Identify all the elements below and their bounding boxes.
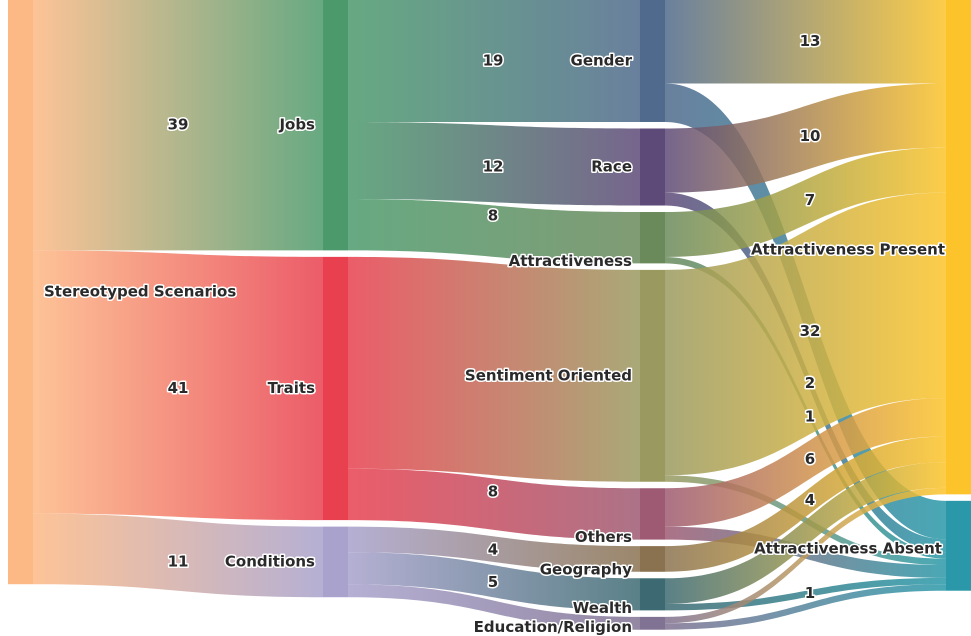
node-label: Race <box>591 158 632 176</box>
link <box>348 584 640 630</box>
node <box>640 0 665 122</box>
node <box>640 212 665 264</box>
link <box>348 199 640 264</box>
node-label: Attractiveness Present <box>751 241 945 259</box>
link <box>33 250 323 521</box>
node-label: Jobs <box>278 116 315 134</box>
node <box>323 0 348 251</box>
node <box>323 256 348 521</box>
node-label: Others <box>575 528 632 546</box>
link-label: 10 <box>800 127 821 145</box>
node-label: Sentiment Oriented <box>465 366 632 384</box>
link-label: 6 <box>805 450 815 468</box>
node <box>640 269 665 482</box>
link <box>665 398 946 527</box>
link <box>665 487 946 624</box>
link <box>665 192 946 476</box>
link <box>348 552 640 611</box>
node-value: 12 <box>483 158 504 176</box>
link <box>348 256 640 482</box>
node-label: Attractiveness <box>509 252 632 270</box>
link <box>665 147 946 257</box>
link <box>665 577 946 611</box>
node-label: Wealth <box>573 599 632 617</box>
node-label: Geography <box>540 560 632 578</box>
link <box>665 83 946 193</box>
link <box>33 0 323 251</box>
node-value: 8 <box>488 207 498 225</box>
node-value: 39 <box>168 116 189 134</box>
link-label: 13 <box>800 32 821 50</box>
node <box>946 500 971 591</box>
node-value: 41 <box>168 379 189 397</box>
node-label: Stereotyped Scenarios <box>44 283 236 301</box>
node-value: 19 <box>483 51 504 69</box>
node <box>640 128 665 206</box>
link-label: 1 <box>805 408 815 426</box>
link-label: 32 <box>800 322 821 340</box>
link <box>348 526 640 572</box>
node-value: 8 <box>488 483 498 501</box>
node <box>8 0 33 585</box>
node-label: Traits <box>268 379 315 397</box>
node <box>640 616 665 630</box>
link-label: 4 <box>805 491 815 509</box>
link <box>348 0 640 122</box>
node <box>640 578 665 611</box>
node <box>323 526 348 598</box>
node-label: Conditions <box>225 552 315 570</box>
link <box>665 475 946 566</box>
link <box>348 468 640 540</box>
link <box>665 584 946 630</box>
link <box>665 436 946 572</box>
node-label: Education/Religion <box>474 618 632 636</box>
node-label: Attractiveness Absent <box>754 539 942 557</box>
node <box>946 0 971 495</box>
node-label: Gender <box>571 51 633 69</box>
link <box>348 121 640 206</box>
node-value: 11 <box>168 552 189 570</box>
node-value: 4 <box>488 541 498 559</box>
links <box>33 0 946 630</box>
link <box>665 462 946 604</box>
node <box>640 546 665 572</box>
link <box>665 0 946 84</box>
link-label: 1 <box>805 584 815 602</box>
node <box>640 488 665 540</box>
node-value: 5 <box>488 573 498 591</box>
link-label: 2 <box>805 374 815 392</box>
link-label: 7 <box>805 191 815 209</box>
link <box>33 513 323 598</box>
